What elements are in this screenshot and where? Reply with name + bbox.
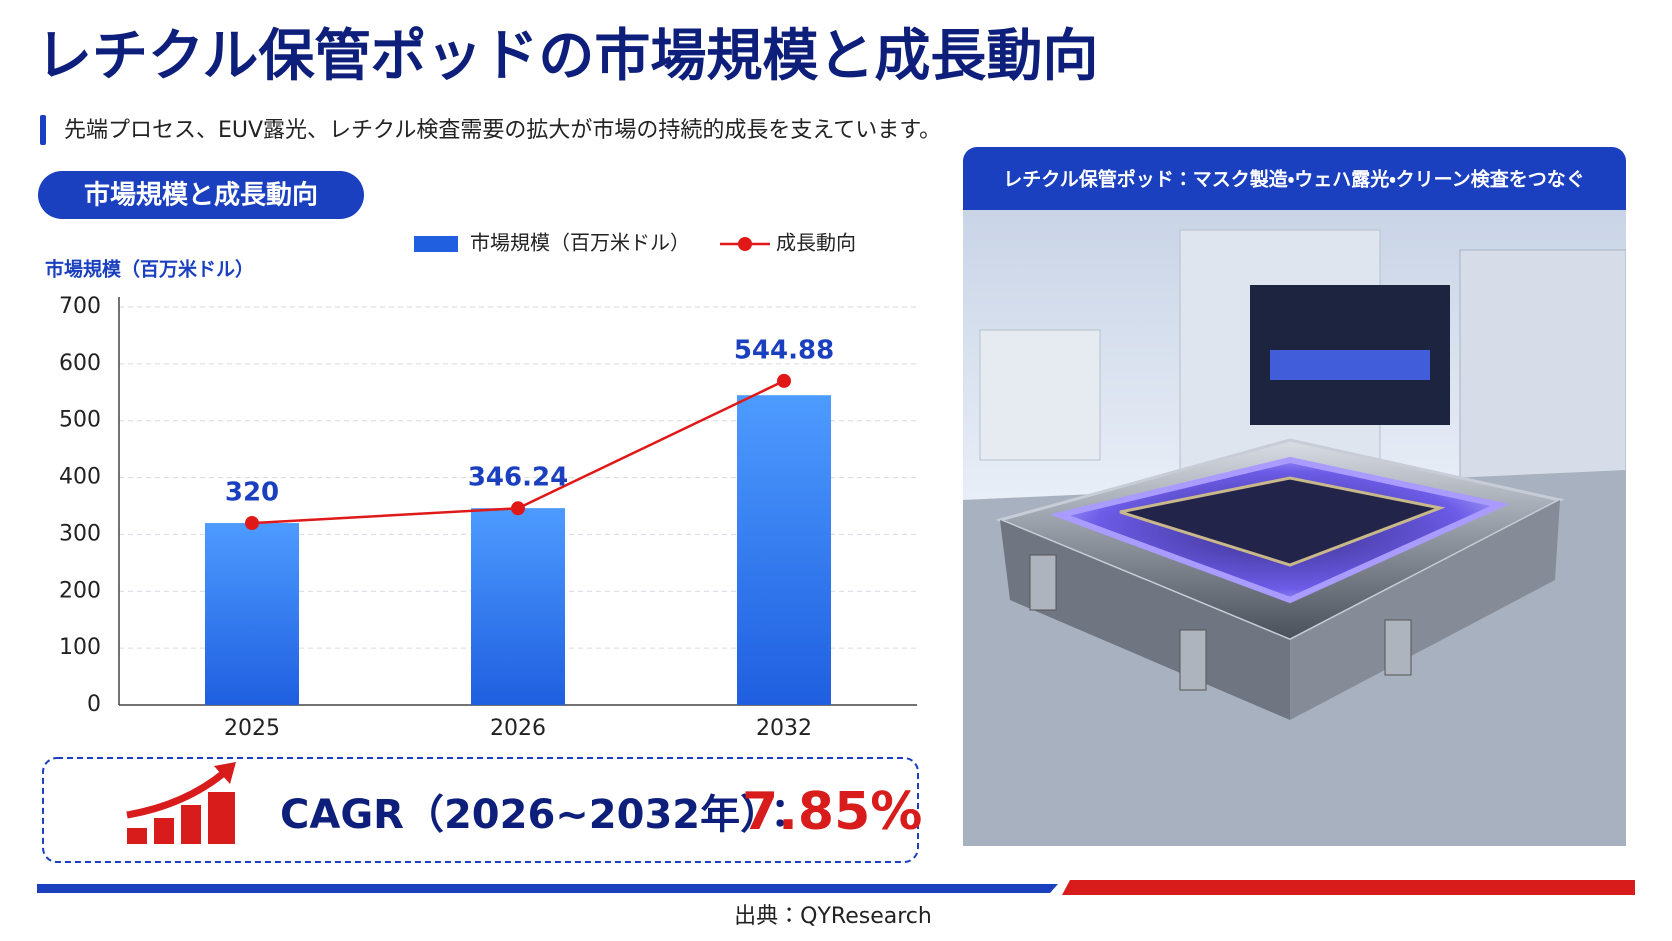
- data-label: 320: [225, 478, 279, 508]
- x-tick-label: 2025: [224, 716, 280, 741]
- legend-label: 成長動向: [776, 231, 856, 255]
- data-label: 346.24: [468, 463, 568, 493]
- line-point: [511, 501, 525, 516]
- growth-icon: [126, 762, 236, 844]
- source: 出典：QYResearch: [734, 904, 932, 929]
- bar: [471, 508, 565, 705]
- bar: [737, 395, 831, 705]
- section-pill: [38, 171, 364, 219]
- y-tick-label: 200: [59, 578, 101, 603]
- y-tick-label: 400: [59, 465, 101, 490]
- footer-bar-blue: [37, 884, 1058, 893]
- bar: [205, 523, 299, 705]
- line-point: [245, 516, 259, 531]
- chart: 市場規模（百万米ドル） 0 100 200 300 400 500 600 700 2025 202…: [45, 231, 917, 741]
- subtitle-marker: [40, 115, 46, 145]
- photo-panel: レチクル保管ポッド：マスク製造・ウェハ露光・クリーン検査をつなぐ: [963, 147, 1626, 846]
- footer-bar-red: [1062, 880, 1635, 895]
- legend-label: 市場規模（百万米ドル）: [470, 231, 690, 255]
- y-tick-label: 0: [87, 692, 101, 717]
- panel-caption: レチクル保管ポッド：マスク製造・ウェハ露光・クリーン検査をつなぐ: [1003, 168, 1584, 191]
- data-label: 544.88: [734, 335, 834, 365]
- legend-swatch: [738, 237, 752, 251]
- line-point: [777, 373, 791, 388]
- cagr-label: CAGR（2026~2032年）：: [280, 792, 800, 838]
- y-tick-label: 300: [59, 521, 101, 546]
- subtitle: 先端プロセス、EUV露光、レチクル検査需要の拡大が市場の持続的成長を支えています…: [64, 118, 941, 143]
- y-tick-label: 500: [59, 408, 101, 433]
- legend-swatch: [414, 236, 458, 252]
- cagr-box: [42, 757, 919, 863]
- title: レチクル保管ポッドの市場規模と成長動向: [36, 24, 1098, 89]
- photo: [963, 210, 1626, 846]
- x-tick-label: 2026: [490, 716, 546, 741]
- y-tick-label: 100: [59, 635, 101, 660]
- section-label: 市場規模と成長動向: [84, 180, 318, 211]
- x-tick-label: 2032: [756, 716, 812, 741]
- cagr-value: 7.85%: [742, 782, 922, 842]
- y-tick-label: 600: [59, 351, 101, 376]
- y-axis-title: 市場規模（百万米ドル）: [45, 258, 254, 281]
- y-tick-label: 700: [59, 294, 101, 319]
